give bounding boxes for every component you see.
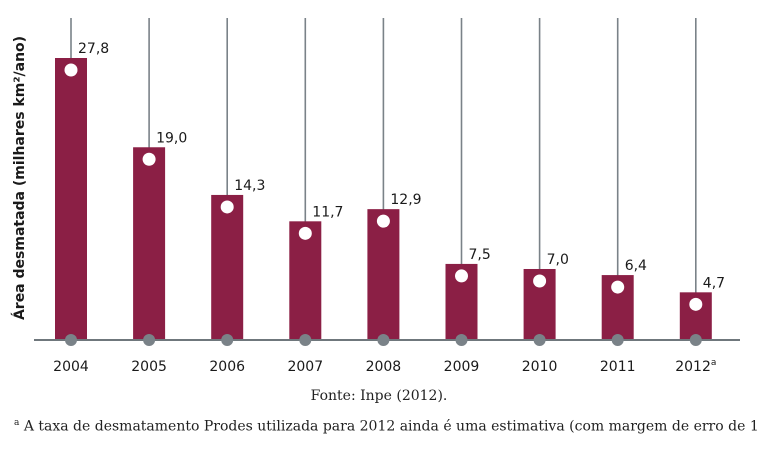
value-label-2008: 12,9 xyxy=(390,192,421,208)
tick-label-2005: 2005 xyxy=(131,359,167,375)
base-marker-2004 xyxy=(65,334,77,346)
value-label-2004: 27,8 xyxy=(78,41,109,57)
source-note: Fonte: Inpe (2012). xyxy=(310,388,448,404)
value-label-2007: 11,7 xyxy=(312,204,343,220)
bars-layer xyxy=(55,58,712,340)
points-layer xyxy=(64,63,703,346)
point-marker-2009 xyxy=(455,269,468,283)
footnote: a A taxa de desmatamento Prodes utilizad… xyxy=(14,418,758,435)
stems-layer xyxy=(70,18,697,340)
value-label-2005: 19,0 xyxy=(156,130,187,146)
point-marker-2011 xyxy=(611,280,625,294)
point-marker-2012 xyxy=(689,297,703,311)
tick-label-2010: 2010 xyxy=(522,359,558,375)
bar-2005 xyxy=(133,147,166,340)
base-marker-2012 xyxy=(689,334,702,346)
y-axis-label: Área desmatada (milhares km²/ano) xyxy=(11,36,28,320)
value-label-2009: 7,5 xyxy=(469,247,491,263)
tick-label-2012: 2012a xyxy=(675,358,716,375)
value-label-2006: 14,3 xyxy=(234,178,265,194)
point-marker-2005 xyxy=(142,152,156,166)
tick-label-2006: 2006 xyxy=(209,359,245,375)
tick-label-2004: 2004 xyxy=(53,359,89,375)
footnote-text: A taxa de desmatamento Prodes utilizada … xyxy=(19,418,758,435)
base-marker-2008 xyxy=(377,334,390,346)
value-label-2011: 6,4 xyxy=(625,258,647,274)
tick-labels-layer: 2004 2005 2006 2007 2008 2009 2010 2011 2012a xyxy=(53,358,716,375)
tick-label-2007: 2007 xyxy=(287,359,323,375)
value-label-2010: 7,0 xyxy=(547,252,569,268)
footnote-marker: a xyxy=(14,418,20,428)
point-marker-2010 xyxy=(533,274,547,288)
tick-label-2009: 2009 xyxy=(444,359,480,375)
base-marker-2007 xyxy=(299,334,312,346)
value-label-2012: 4,7 xyxy=(703,275,725,291)
base-marker-2006 xyxy=(221,334,234,346)
bar-chart: 27,819,014,311,712,97,5 7,0 6,44,7 2004 200… xyxy=(11,18,740,375)
point-marker-2007 xyxy=(298,226,312,240)
bar-2004 xyxy=(55,58,87,340)
base-marker-2009 xyxy=(455,334,468,346)
point-marker-2008 xyxy=(376,214,390,228)
tick-label-2011: 2011 xyxy=(600,359,636,375)
bar-2008 xyxy=(367,209,400,340)
point-marker-2006 xyxy=(220,200,234,214)
base-marker-2011 xyxy=(611,334,624,346)
value-labels-layer: 27,8 19,0 14,3 11,7 12,9 7,5 7,0 6,4 4,7 xyxy=(78,41,725,291)
base-marker-2010 xyxy=(533,334,546,346)
bar-2007 xyxy=(289,221,322,340)
base-marker-2005 xyxy=(143,334,156,346)
tick-label-2008: 2008 xyxy=(366,359,402,375)
bar-2006 xyxy=(211,194,244,340)
point-marker-2004 xyxy=(64,63,78,77)
